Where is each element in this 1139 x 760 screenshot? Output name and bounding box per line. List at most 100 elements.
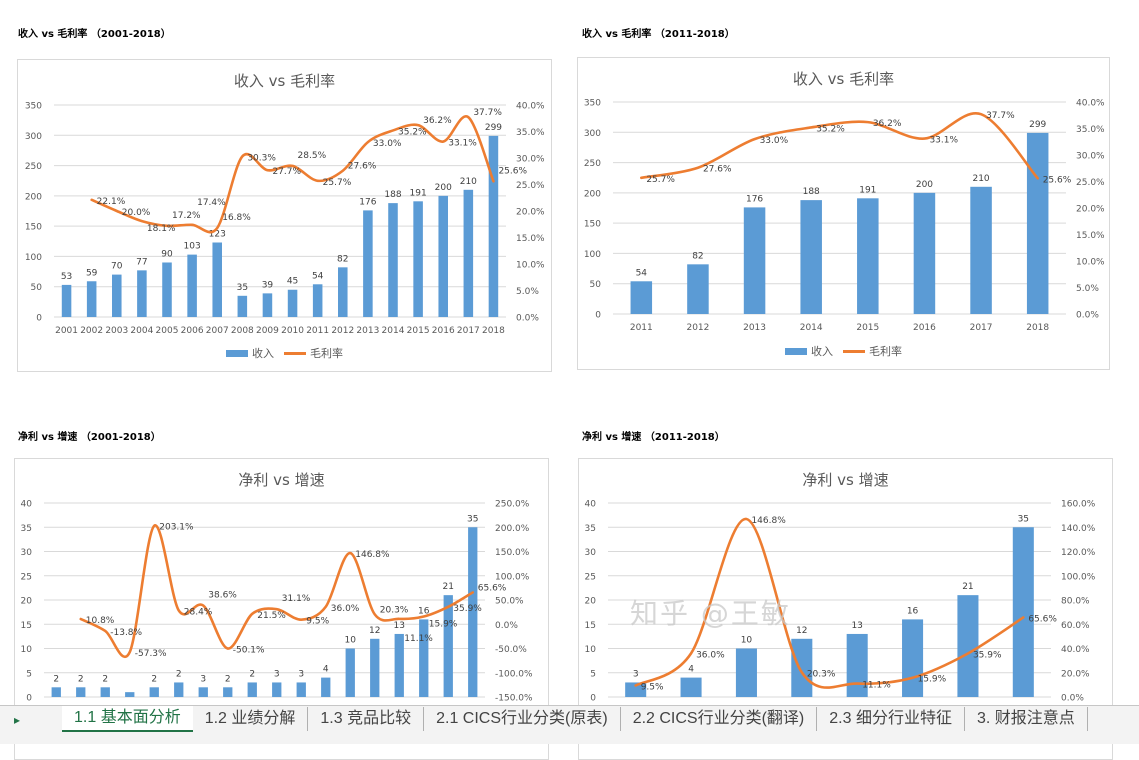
bar[interactable] <box>687 264 709 314</box>
tab-scroll-right-icon[interactable]: ▸ <box>14 713 21 727</box>
chart-svg: 0 5 10 15 20 25 30 35 40 -150.0% -100.0% -50.0% 0.0%… <box>21 500 533 704</box>
line-data-label: 37.7% <box>473 108 502 118</box>
bar-data-label: 12 <box>796 626 807 636</box>
sheet-tab[interactable]: 3. 财报注意点 <box>965 707 1088 731</box>
chart-title: 收入 vs 毛利率 <box>792 70 895 88</box>
sheet-tab[interactable]: 1.3 竞品比较 <box>308 707 425 731</box>
bar[interactable] <box>413 201 423 317</box>
bar[interactable] <box>125 692 135 697</box>
bar[interactable] <box>488 135 499 317</box>
bar-data-label: 70 <box>111 262 123 272</box>
bar[interactable] <box>162 262 172 317</box>
y-tick-label: 25 <box>585 572 596 582</box>
bar[interactable] <box>187 254 197 317</box>
bar[interactable] <box>394 633 404 697</box>
bar[interactable] <box>438 195 448 317</box>
line-data-label: 20.0% <box>122 208 151 218</box>
bar[interactable] <box>262 293 273 317</box>
bar[interactable] <box>800 200 822 314</box>
sheet-tab[interactable]: 1.2 业绩分解 <box>193 707 309 731</box>
line-series[interactable] <box>90 115 495 234</box>
line-data-label: 27.6% <box>703 165 732 175</box>
y2-tick-label: 35.0% <box>1076 125 1105 135</box>
bar[interactable] <box>743 207 766 314</box>
bar[interactable] <box>419 619 429 697</box>
bar[interactable] <box>86 281 97 317</box>
line-data-label: 33.1% <box>929 136 958 146</box>
x-tick-label: 2003 <box>105 326 128 336</box>
x-tick-label: 2013 <box>743 323 766 333</box>
bar[interactable] <box>237 295 248 317</box>
y-tick-label: 250 <box>584 159 601 169</box>
bar[interactable] <box>345 648 355 698</box>
bar[interactable] <box>902 619 924 697</box>
bar-data-label: 188 <box>384 190 401 200</box>
y2-tick-label: 25.0% <box>516 181 545 191</box>
bar[interactable] <box>625 682 647 697</box>
bar[interactable] <box>321 677 331 697</box>
bar[interactable] <box>296 682 306 697</box>
y2-tick-label: 10.0% <box>1076 258 1105 268</box>
legend-bar-swatch <box>226 349 248 357</box>
bar[interactable] <box>61 284 72 317</box>
y-tick-label: 40 <box>21 500 33 510</box>
bar-data-label: 2 <box>176 669 182 679</box>
x-tick-label: 2012 <box>331 326 354 336</box>
sheet-tab[interactable]: 2.3 细分行业特征 <box>817 707 965 731</box>
bar[interactable] <box>1026 132 1049 314</box>
bar-data-label: 4 <box>688 665 694 675</box>
bar[interactable] <box>76 687 86 697</box>
chart-revenue-margin-2011[interactable]: 0 50 100 150 200 250 300 350 0.0% 5.0% 10.0% 15.0% 2… <box>577 57 1110 370</box>
bar[interactable] <box>735 648 757 698</box>
sheet-tab[interactable]: 1.1 基本面分析 <box>62 706 193 732</box>
bar-data-label: 82 <box>337 254 348 264</box>
bar[interactable] <box>680 677 702 697</box>
x-tick-label: 2004 <box>130 326 153 336</box>
bar[interactable] <box>198 687 208 697</box>
bar[interactable] <box>443 595 453 697</box>
bar[interactable] <box>957 595 979 697</box>
y-tick-label: 20 <box>585 597 597 607</box>
bar[interactable] <box>174 682 184 697</box>
bar[interactable] <box>272 682 282 697</box>
sheet-tab[interactable]: 2.2 CICS行业分类(翻译) <box>621 707 818 731</box>
bar[interactable] <box>223 687 233 697</box>
bar[interactable] <box>312 284 323 317</box>
bar[interactable] <box>970 186 992 314</box>
sheet-title-profit-2011: 净利 vs 增速 （2011-2018） <box>582 432 725 443</box>
bar[interactable] <box>913 192 936 314</box>
bar[interactable] <box>212 242 222 317</box>
bar[interactable] <box>247 682 257 697</box>
bar[interactable] <box>630 281 653 314</box>
bar[interactable] <box>149 687 159 697</box>
chart-revenue-margin-2001[interactable]: 0 50 100 150 200 250 300 350 0.0% 5.0% 10.0% 15.0% 2… <box>17 59 552 372</box>
y-tick-label: 250 <box>25 162 42 172</box>
bar[interactable] <box>137 270 147 317</box>
bar[interactable] <box>857 198 879 314</box>
x-tick-label: 2017 <box>457 326 480 336</box>
bar[interactable] <box>370 638 380 697</box>
bar[interactable] <box>388 203 398 317</box>
y-tick-label: 35 <box>21 524 32 534</box>
bar[interactable] <box>363 210 373 317</box>
bar[interactable] <box>468 527 478 697</box>
sheet-tab[interactable]: 2.1 CICS行业分类(原表) <box>424 707 621 731</box>
line-data-label: 11.1% <box>862 681 891 691</box>
chart-title: 净利 vs 增速 <box>802 471 889 489</box>
y-tick-label: 10 <box>21 645 33 655</box>
line-series[interactable] <box>79 524 475 658</box>
bar[interactable] <box>1012 527 1034 697</box>
bar[interactable] <box>100 687 110 697</box>
bar[interactable] <box>846 633 868 697</box>
line-data-label: 38.6% <box>208 591 237 601</box>
bar[interactable] <box>287 289 298 317</box>
bar[interactable] <box>112 274 122 317</box>
bar[interactable] <box>338 267 348 317</box>
bar[interactable] <box>463 189 474 317</box>
bar[interactable] <box>791 638 813 697</box>
line-series[interactable] <box>634 517 1025 689</box>
y-tick-label: 20 <box>21 597 33 607</box>
y-tick-label: 15 <box>585 621 596 631</box>
bar[interactable] <box>51 687 61 697</box>
line-series[interactable] <box>640 112 1039 180</box>
